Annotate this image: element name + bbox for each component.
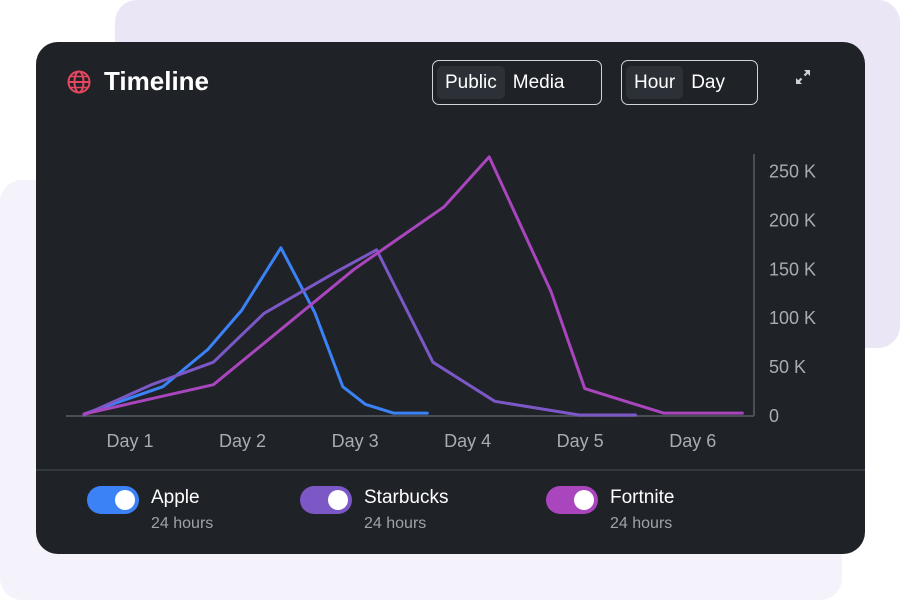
series-line-starbucks: [82, 248, 637, 417]
legend-label: Fortnite: [610, 487, 675, 508]
card-header: Timeline Public Media Hour Day: [36, 42, 865, 122]
globe-icon: [67, 70, 91, 94]
apple-toggle[interactable]: [87, 486, 139, 514]
starbucks-toggle[interactable]: [300, 486, 352, 514]
public-option[interactable]: Public: [437, 66, 505, 99]
day-option[interactable]: Day: [691, 72, 725, 93]
timeline-chart: Day 1 Day 2 Day 3 Day 4 Day 5 Day 6 0 50 K 100 …: [66, 154, 816, 451]
hour-option[interactable]: Hour: [626, 66, 684, 99]
toggle-knob: [115, 490, 135, 510]
x-tick-label: Day 2: [219, 431, 266, 451]
x-tick-label: Day 4: [444, 431, 491, 451]
toggle-knob: [574, 490, 594, 510]
timeline-card: Timeline Public Media Hour Day Day 1 Day …: [36, 42, 865, 554]
x-tick-label: Day 1: [107, 431, 154, 451]
legend-sublabel: 24 hours: [610, 515, 673, 532]
y-tick-label: 200 K: [769, 210, 816, 230]
range-segmented-control: Hour Day: [621, 60, 758, 105]
legend-divider: [36, 469, 865, 471]
legend-label: Apple: [151, 487, 200, 508]
x-tick-label: Day 3: [332, 431, 379, 451]
fortnite-toggle[interactable]: [546, 486, 598, 514]
toggle-knob: [328, 490, 348, 510]
legend-sublabel: 24 hours: [151, 515, 214, 532]
series-line-fortnite: [82, 155, 744, 416]
y-tick-label: 0: [769, 406, 779, 426]
page-title: Timeline: [104, 66, 210, 96]
legend-label: Starbucks: [364, 487, 449, 508]
series-line-apple: [82, 246, 429, 416]
y-tick-label: 250 K: [769, 162, 816, 182]
y-tick-label: 150 K: [769, 259, 816, 279]
expand-icon[interactable]: [793, 67, 813, 87]
x-tick-label: Day 6: [669, 431, 716, 451]
audience-segmented-control: Public Media: [432, 60, 602, 105]
legend-sublabel: 24 hours: [364, 515, 427, 532]
y-tick-label: 100 K: [769, 308, 816, 328]
y-tick-label: 50 K: [769, 357, 806, 377]
media-option[interactable]: Media: [512, 72, 565, 93]
x-tick-label: Day 5: [557, 431, 604, 451]
